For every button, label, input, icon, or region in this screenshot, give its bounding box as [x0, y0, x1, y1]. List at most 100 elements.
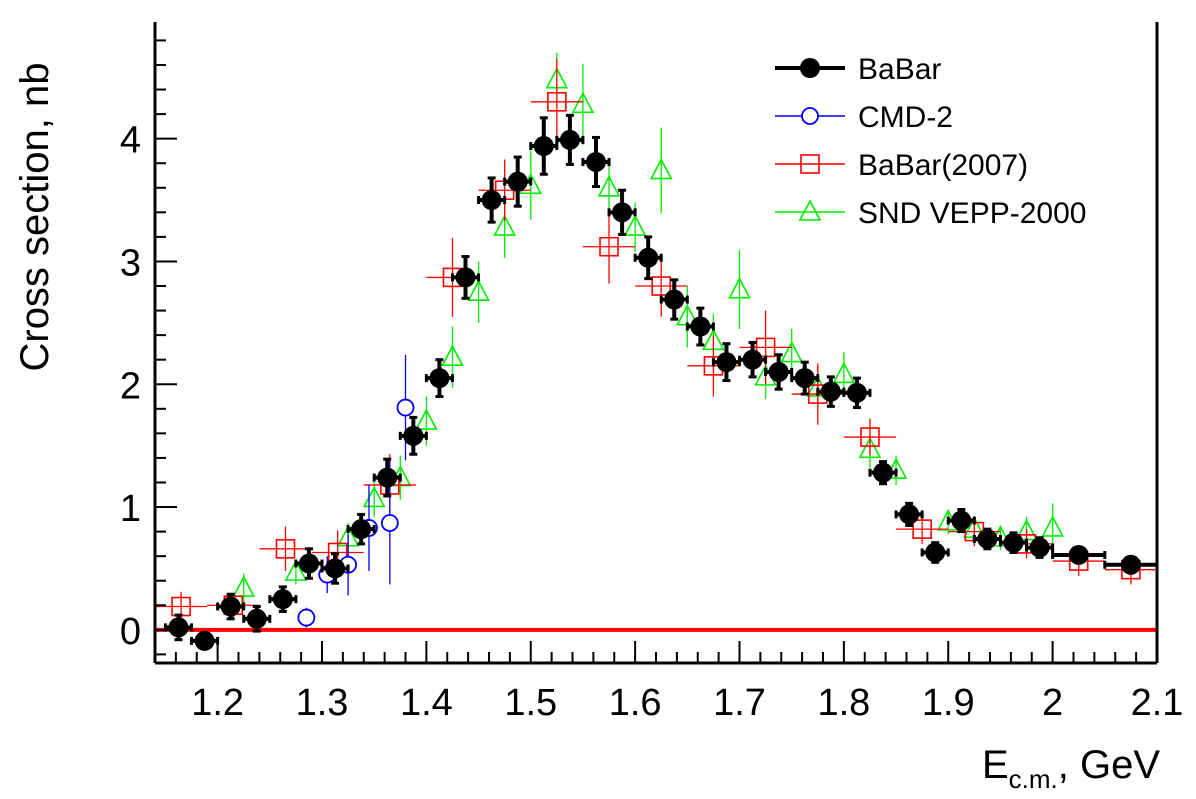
y-tick-label: 2: [120, 365, 141, 407]
data-point-babar-2007: [530, 58, 583, 145]
marker-babar: [820, 381, 841, 402]
y-tick-label: 3: [120, 242, 141, 284]
tick-labels: 1.2 1.3 1.4 1.5 1.6 1.7 1.8 1.9 2 2.1 0 1 2 3 4: [120, 120, 1184, 724]
marker-babar: [925, 542, 946, 563]
legend-item-cmd-2: CMD-2: [775, 101, 953, 134]
marker-cmd-2: [297, 608, 316, 627]
data-point-babar-2007: [843, 418, 897, 456]
legend-marker: [800, 154, 820, 174]
x-tick-label: 1.4: [400, 682, 453, 724]
marker-babar-2007: [275, 538, 296, 559]
y-tick-label: 4: [120, 120, 141, 162]
data-point-babar: [790, 360, 820, 396]
marker-snd-vepp-2000: [415, 408, 438, 430]
x-tick-label: 2: [1042, 682, 1063, 724]
marker-snd-vepp-2000: [571, 91, 595, 114]
marker-babar-2007: [599, 236, 619, 257]
data-point-babar: [529, 116, 559, 176]
data-point-snd-vepp-2000: [232, 573, 256, 603]
data-point-babar: [868, 460, 898, 486]
legend-label: SND VEPP-2000: [858, 197, 1086, 230]
marker-babar: [690, 316, 711, 337]
data-point-babar: [633, 235, 663, 281]
marker-snd-vepp-2000: [232, 575, 256, 597]
x-tick-label: 1.9: [922, 682, 975, 724]
data-point-babar: [711, 342, 741, 383]
marker-babar: [899, 504, 920, 525]
marker-babar-2007: [912, 519, 932, 539]
data-point-babar: [998, 531, 1029, 554]
data-point-babar-2007: [582, 209, 636, 284]
data-point-babar: [294, 547, 324, 580]
data-point-babar: [450, 255, 481, 300]
data-point-babar: [659, 278, 689, 321]
legend-label: CMD-2: [858, 101, 953, 134]
legend-label: BaBar(2007): [858, 149, 1028, 182]
marker-babar-2007: [860, 427, 880, 447]
marker-babar: [794, 368, 815, 389]
legend-marker: [800, 58, 820, 78]
marker-babar: [612, 202, 633, 223]
data-point-snd-vepp-2000: [649, 127, 673, 214]
marker-snd-vepp-2000: [858, 436, 882, 459]
marker-babar: [533, 136, 554, 157]
marker-babar: [768, 361, 789, 382]
marker-babar: [846, 382, 867, 403]
x-axis-title-subscript: c.m.: [1009, 764, 1058, 794]
data-point-babar: [581, 135, 611, 189]
marker-babar: [559, 129, 580, 150]
marker-snd-vepp-2000: [441, 344, 464, 367]
marker-babar: [351, 519, 372, 540]
legend-item-babar-2007: BaBar(2007): [775, 149, 1028, 182]
marker-babar: [481, 190, 502, 211]
data-point-babar: [424, 358, 454, 399]
marker-snd-vepp-2000: [623, 214, 647, 236]
data-point-babar: [764, 353, 794, 391]
data-point-babar: [372, 457, 402, 498]
marker-snd-vepp-2000: [780, 340, 804, 363]
data-point-snd-vepp-2000: [728, 250, 751, 329]
marker-babar: [194, 630, 215, 651]
data-point-babar: [503, 155, 533, 208]
marker-babar: [638, 247, 659, 268]
data-point-babar: [320, 552, 350, 585]
series-babar: [163, 113, 1159, 651]
legend-marker: [798, 199, 822, 221]
marker-babar: [455, 267, 476, 288]
data-point-babar: [242, 605, 272, 633]
data-point-babar: [163, 613, 194, 642]
data-point-babar: [1051, 544, 1107, 565]
marker-snd-vepp-2000: [649, 157, 673, 180]
marker-babar: [507, 171, 528, 192]
data-point-snd-vepp-2000: [571, 63, 595, 145]
data-point-babar: [738, 341, 768, 379]
data-point-babar: [555, 113, 585, 166]
x-axis-title-unit: , GeV: [1058, 743, 1161, 787]
marker-snd-vepp-2000: [493, 214, 516, 236]
marker-babar: [220, 596, 241, 617]
data-point-babar: [1025, 536, 1055, 559]
y-tick-label: 1: [120, 488, 141, 530]
x-tick-label: 1.8: [817, 682, 870, 724]
data-point-babar: [346, 512, 376, 546]
marker-snd-vepp-2000: [597, 175, 621, 197]
y-tick-label: 0: [120, 611, 141, 653]
marker-babar: [429, 368, 450, 389]
x-tick-label: 1.5: [504, 682, 557, 724]
marker-babar: [325, 558, 346, 579]
data-point-babar-2007: [259, 526, 312, 571]
marker-snd-vepp-2000: [832, 361, 856, 384]
marker-babar: [403, 425, 424, 446]
data-point-snd-vepp-2000: [467, 261, 490, 323]
marker-babar: [298, 553, 319, 574]
marker-babar: [951, 510, 972, 531]
marker-babar: [585, 151, 606, 172]
legend: BaBar CMD-2 BaBar(2007) SND VEPP-2000: [775, 53, 1086, 230]
marker-babar: [977, 528, 998, 549]
data-point-babar: [920, 541, 950, 564]
data-point-babar: [398, 415, 428, 456]
legend-item-babar: BaBar: [775, 53, 941, 86]
legend-label: BaBar: [858, 53, 941, 86]
data-point-babar: [477, 176, 507, 224]
